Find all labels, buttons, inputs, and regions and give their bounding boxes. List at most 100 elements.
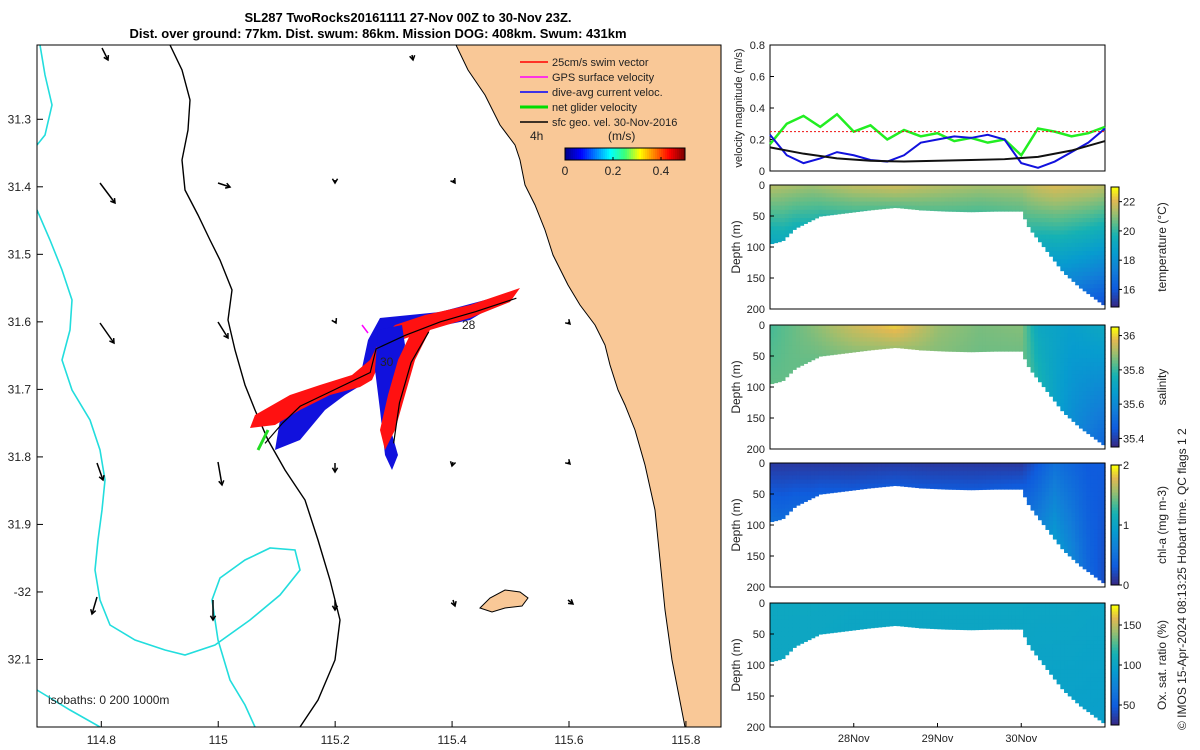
section-cell [1015, 463, 1020, 468]
section-cell [997, 349, 1002, 352]
section-cell [773, 496, 779, 501]
section-cell [781, 491, 786, 497]
section-cell [1101, 541, 1106, 547]
section-cell [1086, 362, 1091, 367]
map-x-tick-label: 115.4 [438, 733, 467, 747]
section-cell [1071, 353, 1076, 359]
section-cell [974, 627, 980, 631]
section-cell [926, 325, 931, 330]
section-cell [1052, 656, 1058, 662]
section-cell [1026, 467, 1032, 472]
section-cell [848, 201, 853, 207]
section-cell [1067, 656, 1073, 662]
section-cell [1019, 603, 1024, 608]
section-y-label: Depth (m) [729, 220, 743, 273]
section-cell [770, 370, 775, 376]
section-cell [956, 623, 961, 629]
section-cell [1067, 325, 1073, 330]
section-cell [989, 201, 994, 207]
section-cell [1097, 353, 1102, 359]
section-y-label: Depth (m) [729, 498, 743, 551]
section-cell [770, 374, 775, 380]
section-cell [1026, 213, 1032, 219]
section-cell [944, 345, 950, 351]
section-cell [1030, 349, 1035, 355]
section-cell [792, 333, 797, 338]
section-cell [773, 185, 779, 190]
section-cell [777, 238, 782, 243]
section-cell [933, 209, 939, 212]
section-cell [1093, 197, 1099, 203]
section-cell [974, 193, 980, 198]
section-cell [1097, 234, 1102, 240]
section-cell [1093, 665, 1099, 670]
section-cell [989, 603, 994, 608]
section-cell [959, 603, 965, 608]
section-cell [1093, 549, 1099, 555]
section-cell [777, 218, 782, 223]
section-cell [1004, 209, 1009, 212]
section-cell [833, 471, 838, 476]
section-cell [822, 619, 827, 625]
map-x-tick-label: 114.8 [87, 733, 116, 747]
section-cell [784, 611, 790, 616]
section-cell [848, 193, 853, 198]
section-colorbar-cell [1111, 525, 1119, 529]
section-cell [1101, 681, 1106, 687]
section-cell [1038, 623, 1043, 629]
section-cell [1093, 471, 1099, 476]
section-cell [1097, 267, 1102, 273]
section-cell [1049, 247, 1054, 252]
section-cell [989, 487, 994, 490]
map-colorbar-cell [597, 148, 600, 160]
section-cell [1052, 673, 1058, 678]
section-cell [974, 349, 980, 353]
section-cell [799, 189, 805, 194]
section-cell [777, 471, 782, 476]
section-cell [788, 185, 793, 190]
section-cell [851, 197, 857, 203]
section-cell [1019, 197, 1024, 203]
section-cell [959, 201, 965, 207]
section-cell [1101, 209, 1106, 215]
map-colorbar-cell [593, 148, 596, 160]
section-cell [799, 487, 805, 493]
section-cell [1045, 603, 1050, 608]
section-cell [818, 607, 823, 612]
section-cell [1101, 205, 1106, 211]
section-cell [993, 329, 998, 334]
section-cell [1060, 395, 1065, 400]
section-cell [1082, 656, 1087, 662]
section-cell [1090, 656, 1095, 662]
section-cell [1026, 353, 1032, 359]
section-cell [1082, 222, 1087, 227]
section-cell [866, 345, 872, 351]
section-cell [1071, 607, 1076, 612]
section-colorbar-cell [1111, 582, 1119, 586]
section-cell [997, 341, 1002, 347]
section-cell [1086, 349, 1091, 355]
section-cell [866, 479, 872, 485]
section-cell [773, 467, 779, 472]
section-cell [874, 467, 879, 472]
section-cell [900, 337, 905, 343]
section-cell [1038, 487, 1043, 493]
section-cell [1101, 193, 1106, 198]
section-cell [859, 345, 864, 351]
section-cell [926, 463, 931, 468]
section-cell [1093, 222, 1099, 227]
section-cell [1093, 553, 1099, 559]
section-cell [851, 201, 857, 207]
section-cell [900, 463, 905, 468]
section-cell [1034, 226, 1039, 232]
section-cell [930, 329, 935, 334]
section-cell [933, 345, 939, 351]
section-cell [777, 230, 782, 236]
map-colorbar-cell [621, 148, 624, 160]
section-cell [1082, 399, 1087, 405]
section-colorbar-cell [1111, 339, 1119, 343]
section-cell [993, 467, 998, 472]
section-cell [1097, 718, 1102, 721]
section-colorbar-cell [1111, 327, 1119, 331]
section-cell [933, 487, 939, 490]
